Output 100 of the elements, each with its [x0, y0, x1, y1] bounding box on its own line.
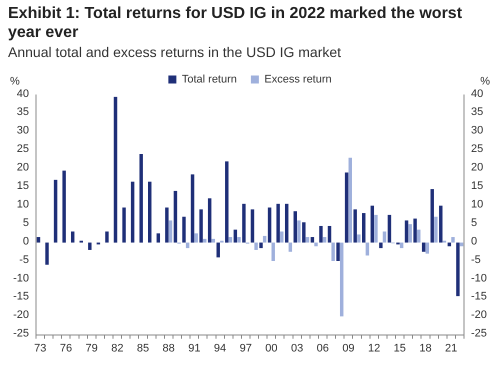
bar: [353, 209, 357, 243]
bar: [362, 213, 366, 243]
bar: [130, 182, 134, 243]
bar: [271, 242, 275, 262]
bar: [190, 174, 194, 243]
bar: [422, 242, 426, 252]
chart-title: Exhibit 1: Total returns for USD IG in 2022 marked the worst year ever: [7, 4, 464, 42]
y-tick-label: -25: [13, 328, 29, 340]
x-tick-label: 00: [265, 342, 278, 354]
bar: [105, 232, 109, 243]
y2-tick-label: -15: [471, 290, 487, 303]
bar: [70, 232, 74, 243]
x-tick-label: 12: [368, 342, 380, 354]
y-tick-label: 20: [16, 162, 29, 174]
bar: [242, 204, 246, 243]
bar: [456, 242, 460, 296]
bar: [254, 242, 258, 250]
legend-label: Excess return: [264, 74, 332, 86]
x-tick-label: 97: [240, 342, 252, 354]
y-axis-title: %: [10, 76, 20, 88]
y2-tick-label: 10: [471, 198, 484, 210]
y-tick-label: 0: [22, 235, 29, 248]
bar: [302, 222, 306, 243]
y2-tick-label: 5: [471, 216, 478, 229]
x-tick-label: 94: [214, 342, 226, 354]
bar: [54, 180, 58, 243]
bar: [262, 236, 266, 243]
y2-tick-label: -25: [471, 328, 487, 340]
bar: [322, 237, 326, 243]
x-tick-label: 79: [86, 342, 98, 354]
bar: [148, 182, 152, 243]
bar: [379, 242, 383, 248]
y2-tick-label: 40: [471, 88, 484, 100]
bar: [370, 206, 374, 243]
bar: [174, 190, 178, 243]
x-tick-label: 03: [290, 342, 304, 354]
bar: [314, 242, 318, 246]
bar: [460, 242, 464, 246]
bar: [280, 232, 284, 243]
y2-tick-label: 20: [471, 162, 484, 174]
bar: [288, 242, 292, 252]
bar: [319, 226, 323, 243]
y-tick-label: 10: [16, 198, 29, 210]
bar: [306, 237, 310, 243]
y-tick-label: -10: [13, 272, 29, 284]
bar: [331, 242, 335, 262]
bar: [434, 216, 438, 243]
bar: [250, 209, 254, 243]
x-tick-label: 73: [34, 342, 46, 354]
bar: [374, 214, 378, 243]
y2-tick-label: 30: [471, 124, 484, 137]
bar: [199, 209, 203, 243]
bar: [408, 224, 412, 243]
bar: [400, 242, 404, 248]
y2-tick-label: 15: [471, 180, 484, 192]
bar: [294, 211, 297, 243]
bar: [417, 230, 420, 243]
x-tick-label: 09: [342, 342, 355, 354]
bar: [284, 204, 288, 243]
bar: [413, 218, 417, 243]
bar: [366, 242, 370, 256]
bar: [439, 206, 443, 243]
bar: [336, 242, 340, 262]
bar: [216, 242, 220, 258]
y2-tick-label: 0: [471, 235, 478, 248]
y-tick-label: 5: [22, 216, 29, 229]
y2-tick-label: -5: [471, 254, 481, 266]
bar: [297, 220, 301, 243]
bar: [430, 189, 434, 243]
y2-axis-title: %: [480, 76, 490, 88]
y-tick-label: 25: [16, 143, 29, 156]
x-tick-label: 82: [111, 342, 124, 354]
bar: [404, 220, 408, 243]
bar: [208, 198, 212, 243]
bar: [276, 204, 280, 243]
bar: [234, 230, 238, 243]
bar: [448, 242, 452, 246]
x-tick-label: 88: [162, 342, 175, 354]
bar: [203, 238, 206, 243]
bar: [122, 208, 126, 243]
y-tick-label: -5: [19, 254, 29, 266]
y-tick-label: 15: [16, 180, 29, 192]
y-tick-label: 30: [16, 124, 29, 137]
bar: [186, 242, 190, 248]
bar: [88, 242, 92, 250]
bar: [268, 208, 272, 243]
bar: [348, 158, 352, 243]
y-tick-label: 35: [16, 106, 29, 118]
bar: [340, 242, 344, 316]
x-tick-label: 18: [419, 342, 432, 354]
bar: [212, 238, 216, 243]
bar: [139, 154, 143, 243]
x-tick-label: 76: [60, 342, 72, 354]
bar: [388, 214, 392, 243]
y-tick-label: 40: [16, 88, 29, 100]
chart-subtitle: Annual total and excess returns in the USD IG market: [7, 43, 342, 60]
bar: [156, 233, 160, 243]
x-tick-label: 21: [445, 342, 458, 354]
bar: [228, 237, 232, 243]
bar: [194, 233, 198, 243]
